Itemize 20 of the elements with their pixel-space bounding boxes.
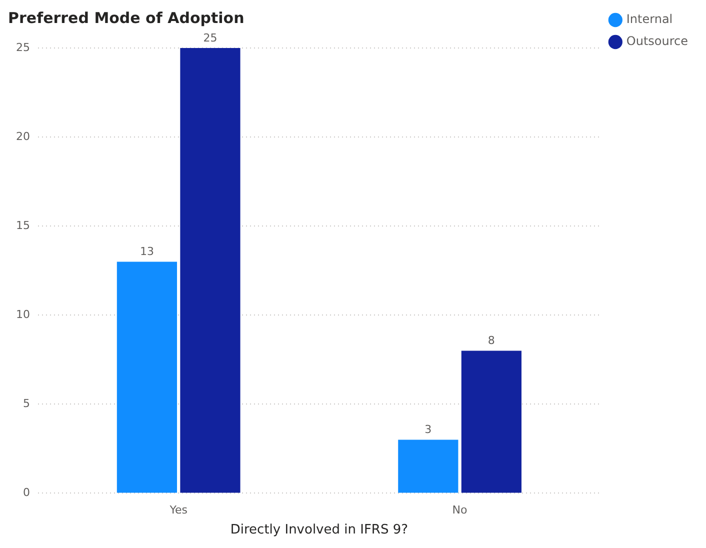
legend-label: Outsource: [626, 34, 688, 48]
y-tick-label: 25: [16, 40, 30, 54]
data-label: 8: [488, 334, 495, 348]
data-label: 3: [424, 423, 432, 436]
legend-label: Internal: [626, 12, 673, 26]
chart-title: Preferred Mode of Adoption: [8, 8, 244, 27]
data-label: 25: [203, 31, 218, 44]
y-tick-label: 15: [16, 218, 30, 232]
x-tick-label: No: [452, 504, 468, 517]
y-tick-label: 0: [22, 486, 30, 500]
bar: [461, 350, 522, 493]
y-tick-label: 5: [22, 397, 30, 410]
bar: [180, 48, 240, 493]
bar: [398, 440, 458, 493]
data-label: 13: [140, 245, 154, 258]
y-tick-label: 10: [16, 308, 30, 321]
x-axis-title: Directly Involved in IFRS 9?: [230, 522, 408, 538]
x-tick-label: Yes: [168, 504, 188, 517]
bar: [116, 262, 178, 493]
y-tick-label: 20: [16, 130, 30, 143]
